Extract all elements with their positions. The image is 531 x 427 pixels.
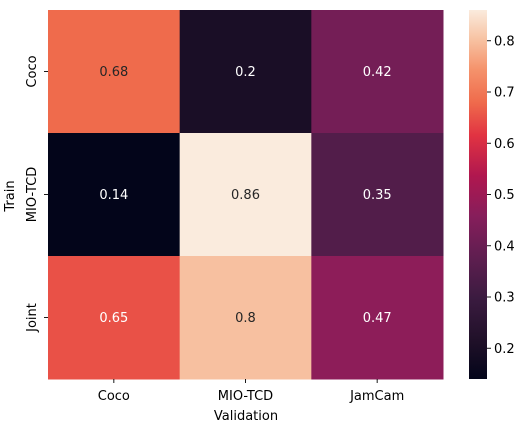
cell-value-label: 0.8 (235, 311, 256, 326)
y-tick-label: Coco (25, 55, 40, 87)
y-tick-label: Joint (25, 303, 40, 333)
colorbar-tick-label: 0.6 (494, 137, 515, 152)
x-tick-label: MIO-TCD (218, 389, 273, 404)
heatmap-cell (179, 133, 312, 257)
colorbar-tick-label: 0.2 (494, 342, 515, 357)
cell-annotations: 0.68 0.2 0.42 0.14 0.86 0.35 0.65 0.8 0.47 (99, 65, 391, 326)
colorbar-tick-label: 0.7 (494, 86, 515, 101)
y-axis-label: Train (3, 180, 18, 212)
x-axis-ticks: Coco MIO-TCD JamCam (98, 379, 404, 404)
y-axis-ticks: Coco MIO-TCD Joint (25, 55, 48, 333)
x-tick-label: Coco (98, 389, 130, 404)
cell-value-label: 0.68 (99, 65, 128, 80)
cell-value-label: 0.47 (363, 311, 392, 326)
heatmap-cell (48, 133, 181, 257)
heatmap-cell (48, 10, 181, 134)
heatmap-cell (179, 10, 312, 134)
y-tick-label: MIO-TCD (25, 167, 40, 222)
cell-value-label: 0.86 (231, 188, 260, 203)
colorbar (469, 10, 487, 379)
x-axis-label: Validation (214, 409, 278, 424)
colorbar-ticks: 0.2 0.3 0.4 0.5 0.6 0.7 0.8 (487, 34, 515, 357)
cell-value-label: 0.35 (363, 188, 392, 203)
colorbar-tick-label: 0.5 (494, 188, 515, 203)
heatmap-cells (48, 10, 444, 380)
heatmap-cell (311, 10, 444, 134)
cell-value-label: 0.14 (99, 188, 128, 203)
heatmap-cell (48, 256, 181, 380)
colorbar-tick-label: 0.3 (494, 291, 515, 306)
cell-value-label: 0.2 (235, 65, 256, 80)
heatmap-cell (179, 256, 312, 380)
heatmap-cell (311, 133, 444, 257)
x-tick-label: JamCam (349, 389, 404, 404)
colorbar-tick-label: 0.4 (494, 239, 515, 254)
heatmap-cell (311, 256, 444, 380)
colorbar-tick-label: 0.8 (494, 34, 515, 49)
cell-value-label: 0.65 (99, 311, 128, 326)
cell-value-label: 0.42 (363, 65, 392, 80)
